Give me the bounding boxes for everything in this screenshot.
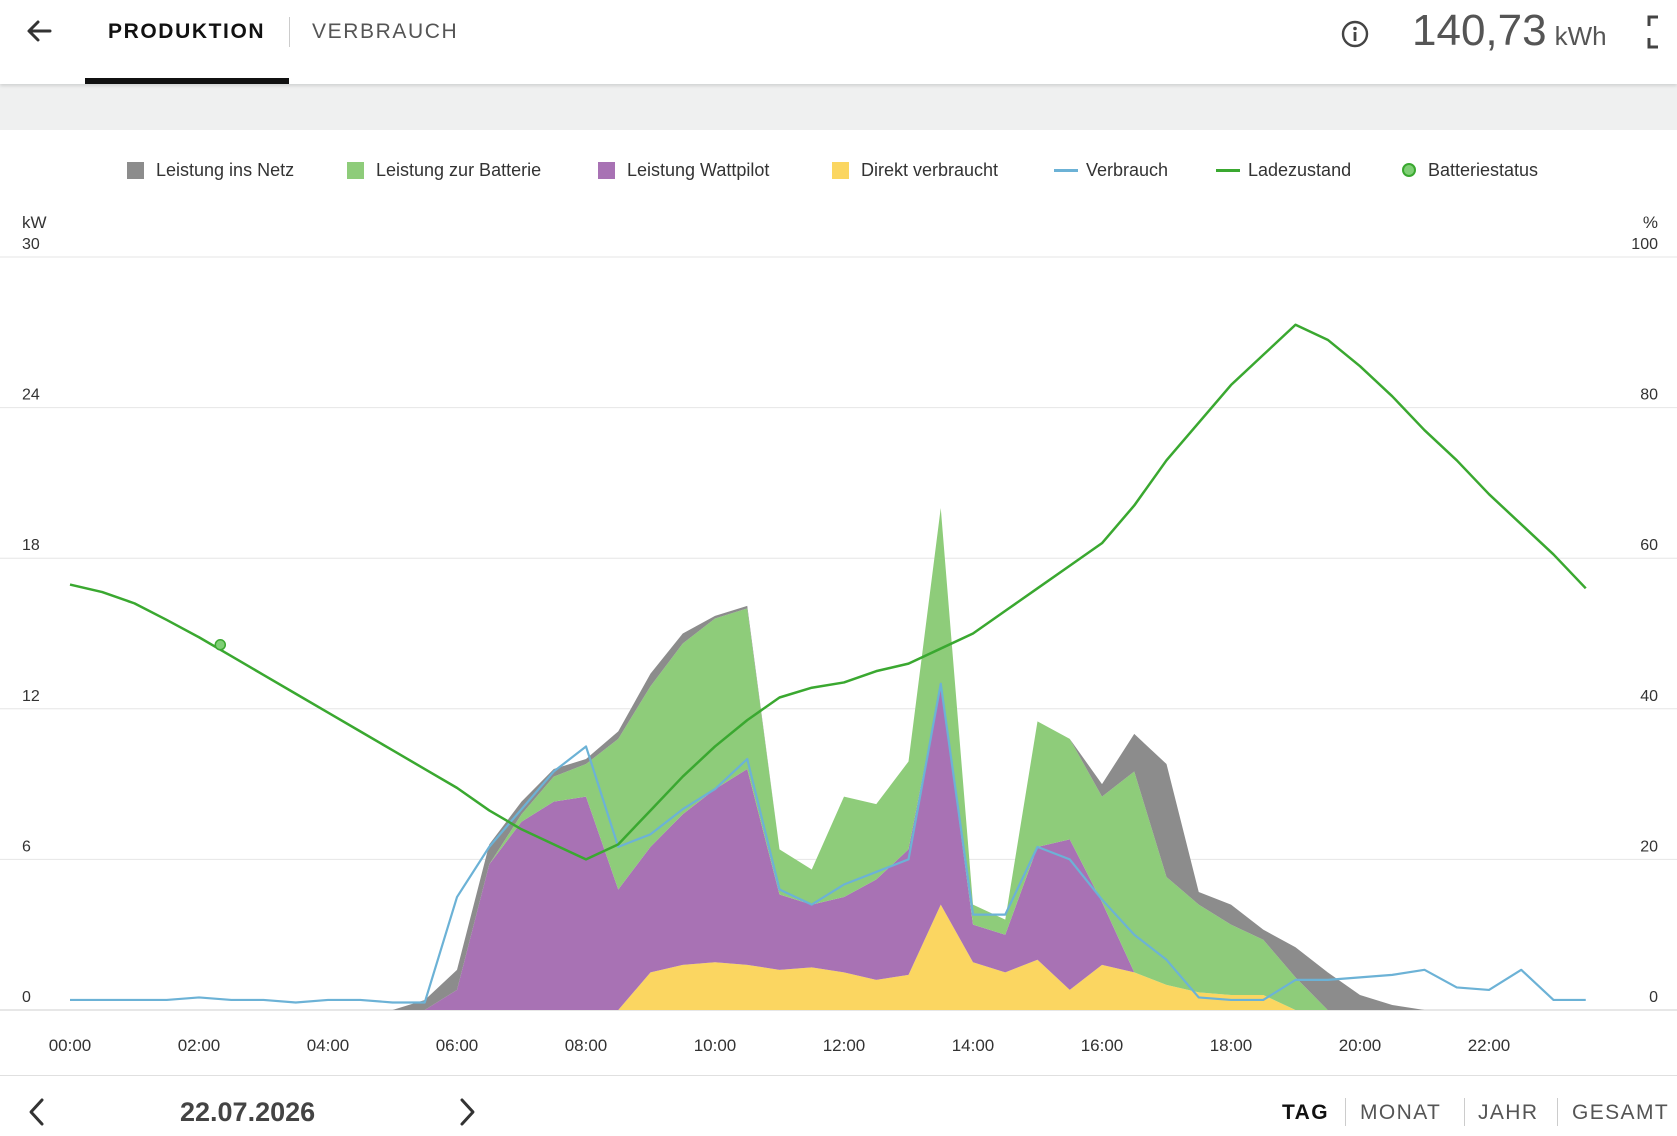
legend-label: Ladezustand <box>1248 159 1352 180</box>
legend-label: Leistung zur Batterie <box>376 159 542 180</box>
x-tick: 12:00 <box>823 1036 866 1055</box>
x-tick: 08:00 <box>565 1036 608 1055</box>
legend-dot-battery-status <box>1402 163 1416 177</box>
legend-item-grid[interactable]: Leistung ins Netz <box>127 155 294 185</box>
period-divider <box>1345 1098 1346 1126</box>
info-icon[interactable] <box>1340 19 1370 49</box>
filter-band <box>0 84 1677 130</box>
x-tick: 00:00 <box>49 1036 92 1055</box>
legend-item-wattpilot[interactable]: Leistung Wattpilot <box>598 155 769 185</box>
legend-item-direct[interactable]: Direkt verbraucht <box>832 155 998 185</box>
x-tick: 04:00 <box>307 1036 350 1055</box>
legend-label: Batteriestatus <box>1428 159 1539 180</box>
y-tick-right: 40 <box>1640 688 1658 705</box>
total-energy: 140,73 kWh <box>1412 6 1607 56</box>
expand-icon[interactable] <box>1646 14 1676 50</box>
area-direkt-verbraucht <box>70 904 1586 1010</box>
period-gesamt[interactable]: GESAMT <box>1572 1101 1670 1124</box>
bottom-bar <box>0 1075 1677 1136</box>
period-divider <box>1464 1098 1465 1126</box>
x-tick: 18:00 <box>1210 1036 1253 1055</box>
y-tick-left: 18 <box>22 537 40 554</box>
line-ladezustand <box>69 323 1587 861</box>
legend-line-consumption <box>1054 168 1078 172</box>
legend-item-soc[interactable]: Ladezustand <box>1216 155 1351 185</box>
legend-item-consumption[interactable]: Verbrauch <box>1054 155 1168 185</box>
total-energy-unit: kWh <box>1554 21 1607 51</box>
legend-line-soc <box>1216 168 1240 172</box>
chart-axis-labels: 0 0 6 20 12 40 18 60 24 80 30 100 00:00 02:00 04:00 06:… <box>22 236 1658 1055</box>
x-tick: 10:00 <box>694 1036 737 1055</box>
period-divider <box>1557 1098 1558 1126</box>
y-tick-left: 12 <box>22 688 40 705</box>
y-tick-left: 24 <box>22 387 40 404</box>
tab-divider <box>289 17 290 47</box>
chart-areas <box>70 508 1586 1010</box>
tab-produktion[interactable]: PRODUKTION <box>108 20 266 43</box>
tab-verbrauch[interactable]: VERBRAUCH <box>312 20 459 43</box>
legend-swatch-direct <box>832 161 849 179</box>
x-tick: 06:00 <box>436 1036 479 1055</box>
legend-label: Leistung ins Netz <box>156 159 295 180</box>
x-tick: 20:00 <box>1339 1036 1382 1055</box>
y-tick-right: 100 <box>1631 236 1658 253</box>
x-tick: 16:00 <box>1081 1036 1124 1055</box>
legend-swatch-wattpilot <box>598 161 615 179</box>
period-monat[interactable]: MONAT <box>1360 1101 1442 1124</box>
y-axis-left-label: kW <box>22 213 47 232</box>
y-tick-right: 80 <box>1640 387 1658 404</box>
x-tick: 22:00 <box>1468 1036 1511 1055</box>
x-tick: 14:00 <box>952 1036 995 1055</box>
y-tick-right: 60 <box>1640 537 1658 554</box>
y-tick-right: 20 <box>1640 838 1658 855</box>
legend-label: Leistung Wattpilot <box>627 159 770 180</box>
legend-item-battery-status[interactable]: Batteriestatus <box>1402 155 1538 185</box>
legend-swatch-battery-power <box>347 161 364 179</box>
period-tag[interactable]: TAG <box>1282 1101 1329 1124</box>
chevron-left-icon[interactable] <box>22 1094 52 1130</box>
area-leistung-wattpilot <box>70 683 1586 1010</box>
legend-swatch-grid <box>127 161 144 179</box>
y-tick-left: 0 <box>22 989 31 1006</box>
current-date[interactable]: 22.07.2026 <box>180 1097 316 1127</box>
top-bar: PRODUKTION VERBRAUCH 140,73 kWh <box>0 0 1677 84</box>
energy-chart: kW % 0 0 6 20 12 40 18 60 24 80 30 100 00:00 02:00 04:… <box>0 213 1677 1055</box>
chevron-right-icon[interactable] <box>452 1094 482 1130</box>
legend-label: Direkt verbraucht <box>861 159 999 180</box>
y-tick-right: 0 <box>1649 989 1658 1006</box>
y-tick-left: 30 <box>22 236 40 253</box>
arrow-left-icon[interactable] <box>22 14 56 48</box>
period-jahr[interactable]: JAHR <box>1478 1101 1539 1124</box>
battery-status-point[interactable] <box>214 639 227 651</box>
line-verbrauch <box>70 682 1586 1004</box>
chart-lines <box>69 323 1587 1004</box>
chart-legend: Leistung ins Netz Leistung zur Batterie … <box>0 155 1677 185</box>
y-tick-left: 6 <box>22 838 31 855</box>
active-tab-indicator <box>85 78 289 84</box>
y-axis-right-label: % <box>1643 213 1658 232</box>
legend-item-battery-power[interactable]: Leistung zur Batterie <box>347 155 541 185</box>
x-tick: 02:00 <box>178 1036 221 1055</box>
legend-label: Verbrauch <box>1086 159 1169 180</box>
total-energy-value: 140,73 <box>1412 6 1547 55</box>
